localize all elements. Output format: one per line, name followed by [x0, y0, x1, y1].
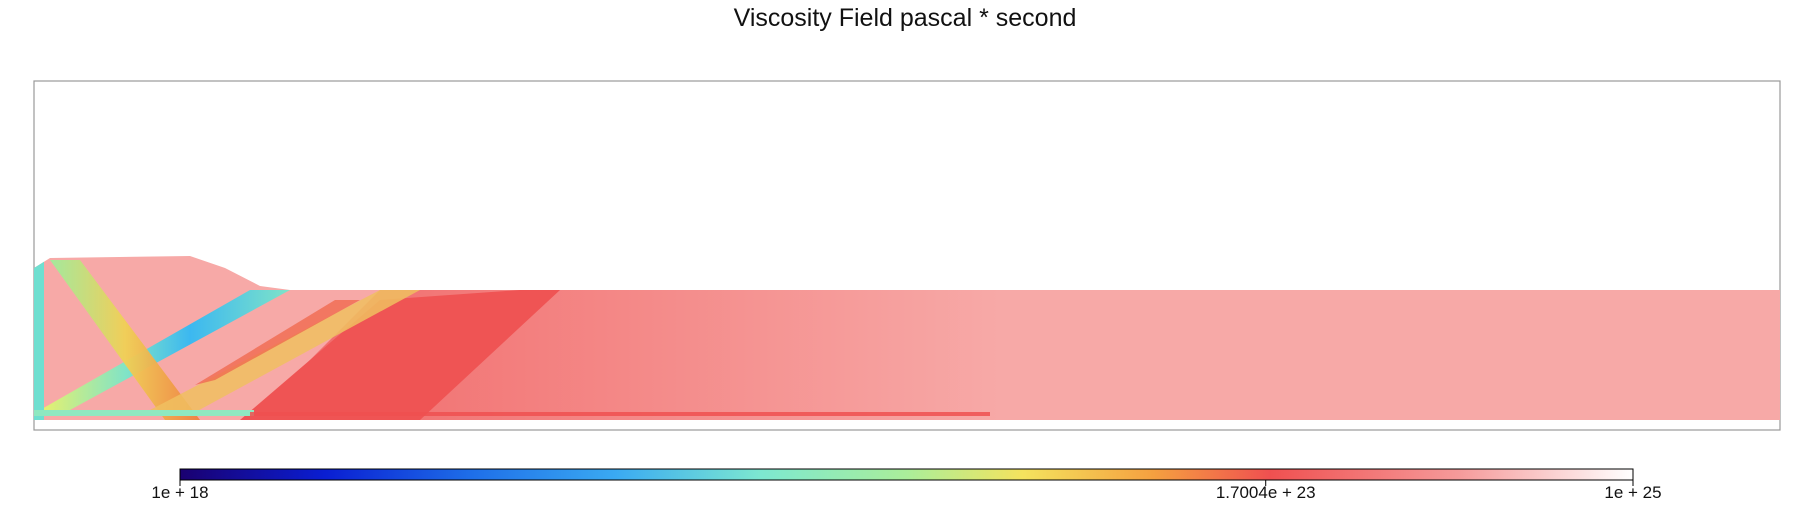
viscosity-field — [34, 256, 1780, 420]
colorbar — [179, 468, 1634, 481]
field-band-cross — [50, 260, 200, 420]
field-band-hot — [195, 300, 360, 385]
field-red-core — [240, 290, 560, 420]
plot-frame — [33, 80, 1781, 431]
colorbar-tick-label: 1e + 25 — [1604, 483, 1662, 502]
colorbar-tick-label: 1e + 18 — [151, 483, 209, 502]
field-band-upper — [40, 290, 290, 410]
field-bottom-red — [250, 412, 990, 416]
field-left-wall — [34, 260, 44, 420]
chart-title: Viscosity Field pascal * second — [733, 4, 1077, 32]
field-bottom-strip — [34, 410, 254, 416]
colorbar-tick-label: 1.7004e + 23 — [1215, 483, 1316, 502]
field-band-lower — [150, 290, 420, 415]
colorbar-ticks — [179, 480, 1634, 486]
